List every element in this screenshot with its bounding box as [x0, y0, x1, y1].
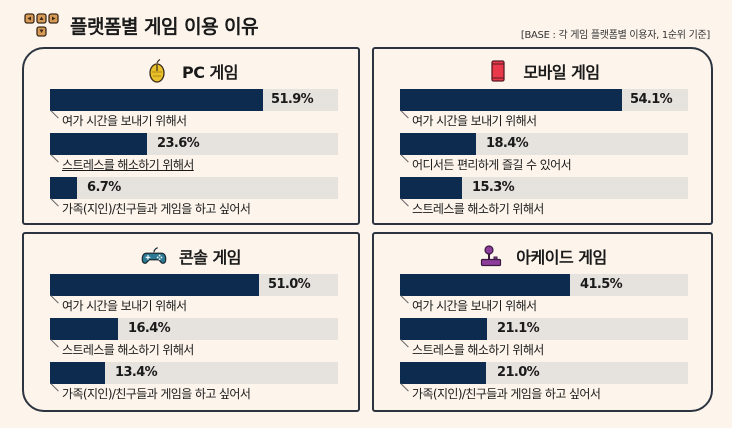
- bar-track: [400, 177, 688, 199]
- bar-row: 21.0% 가족(지인)/친구들과 게임을 하고 싶어서: [400, 362, 690, 406]
- bar-value: 6.7%: [87, 180, 121, 195]
- header: 플랫폼별 게임 이용 이유 [BASE : 각 게임 플랫폼별 이용자, 1순위…: [0, 0, 732, 44]
- bar-list: 41.5% 여가 시간을 보내기 위해서 21.1% 스트레스를 해소하기 위해…: [400, 274, 690, 406]
- panel-title: 콘솔 게임: [179, 248, 241, 267]
- bar-label: 스트레스를 해소하기 위해서: [412, 202, 544, 216]
- bar-value: 54.1%: [630, 92, 673, 107]
- leader-line: [50, 295, 59, 304]
- page-title: 플랫폼별 게임 이용 이유: [70, 16, 259, 38]
- leader-line: [50, 198, 59, 207]
- bar-label: 가족(지인)/친구들과 게임을 하고 싶어서: [62, 387, 251, 401]
- panel-title: 아케이드 게임: [516, 248, 607, 267]
- panel-header: 모바일 게임: [374, 57, 711, 85]
- leader-line: [400, 383, 409, 392]
- bar-fill: [400, 89, 622, 111]
- bar-row: 41.5% 여가 시간을 보내기 위해서: [400, 274, 690, 318]
- bar-row: 15.3% 스트레스를 해소하기 위해서: [400, 177, 690, 221]
- bar-list: 51.0% 여가 시간을 보내기 위해서 16.4% 스트레스를 해소하기 위해…: [50, 274, 340, 406]
- bar-label: 여가 시간을 보내기 위해서: [412, 114, 537, 128]
- bar-fill: [400, 133, 476, 155]
- leader-line: [400, 198, 409, 207]
- bar-label: 스트레스를 해소하기 위해서: [62, 343, 194, 357]
- mouse-icon: [144, 59, 170, 83]
- bar-label: 가족(지인)/친구들과 게임을 하고 싶어서: [412, 387, 601, 401]
- bar-label: 스트레스를 해소하기 위해서: [62, 158, 194, 172]
- bar-row: 51.0% 여가 시간을 보내기 위해서: [50, 274, 340, 318]
- bar-fill: [50, 318, 118, 340]
- bar-value: 23.6%: [157, 136, 200, 151]
- bar-value: 15.3%: [472, 180, 515, 195]
- bar-row: 18.4% 어디서든 편리하게 즐길 수 있어서: [400, 133, 690, 177]
- joystick-icon: [478, 244, 504, 268]
- bar-track: [50, 362, 338, 384]
- bar-fill: [50, 274, 259, 296]
- bar-row: 51.9% 여가 시간을 보내기 위해서: [50, 89, 340, 133]
- bar-row: 13.4% 가족(지인)/친구들과 게임을 하고 싶어서: [50, 362, 340, 406]
- panel-pc-game: PC 게임 51.9% 여가 시간을 보내기 위해서 23.6% 스트레스를 해…: [22, 47, 360, 225]
- panel-title: 모바일 게임: [523, 63, 600, 82]
- bar-value: 21.0%: [497, 365, 540, 380]
- bar-fill: [400, 362, 486, 384]
- panel-console-game: 콘솔 게임 51.0% 여가 시간을 보내기 위해서 16.4% 스트레스를 해…: [22, 232, 360, 412]
- bar-fill: [400, 177, 462, 199]
- bar-value: 13.4%: [115, 365, 158, 380]
- bar-value: 16.4%: [128, 321, 171, 336]
- bar-row: 16.4% 스트레스를 해소하기 위해서: [50, 318, 340, 362]
- panel-header: 콘솔 게임: [24, 242, 358, 270]
- bar-fill: [50, 362, 105, 384]
- bar-fill: [50, 133, 147, 155]
- gamepad-icon: [141, 244, 167, 268]
- panel-header: PC 게임: [24, 57, 358, 85]
- bar-value: 51.0%: [268, 277, 311, 292]
- bar-label: 스트레스를 해소하기 위해서: [412, 343, 544, 357]
- panel-title: PC 게임: [182, 63, 238, 82]
- bar-row: 6.7% 가족(지인)/친구들과 게임을 하고 싶어서: [50, 177, 340, 221]
- smartphone-icon: [485, 59, 511, 83]
- bar-label: 어디서든 편리하게 즐길 수 있어서: [412, 158, 572, 172]
- leader-line: [400, 110, 409, 119]
- bar-value: 18.4%: [486, 136, 529, 151]
- leader-line: [50, 339, 59, 348]
- panel-header: 아케이드 게임: [374, 242, 711, 270]
- leader-line: [50, 154, 59, 163]
- bar-value: 41.5%: [580, 277, 623, 292]
- bar-track: [50, 177, 338, 199]
- dpad-keys-icon: [24, 13, 59, 37]
- leader-line: [50, 110, 59, 119]
- leader-line: [400, 154, 409, 163]
- leader-line: [50, 383, 59, 392]
- bar-track: [50, 318, 338, 340]
- bar-label: 여가 시간을 보내기 위해서: [62, 114, 187, 128]
- panel-mobile-game: 모바일 게임 54.1% 여가 시간을 보내기 위해서 18.4% 어디서든 편…: [372, 47, 713, 225]
- leader-line: [400, 339, 409, 348]
- base-note: [BASE : 각 게임 플랫폼별 이용자, 1순위 기준]: [520, 30, 710, 41]
- bar-fill: [400, 318, 487, 340]
- bar-fill: [50, 89, 263, 111]
- bar-label: 여가 시간을 보내기 위해서: [412, 299, 537, 313]
- bar-row: 23.6% 스트레스를 해소하기 위해서: [50, 133, 340, 177]
- bar-label: 가족(지인)/친구들과 게임을 하고 싶어서: [62, 202, 251, 216]
- bar-value: 21.1%: [497, 321, 540, 336]
- bar-list: 54.1% 여가 시간을 보내기 위해서 18.4% 어디서든 편리하게 즐길 …: [400, 89, 690, 221]
- panel-arcade-game: 아케이드 게임 41.5% 여가 시간을 보내기 위해서 21.1% 스트레스를…: [372, 232, 713, 412]
- leader-line: [400, 295, 409, 304]
- bar-list: 51.9% 여가 시간을 보내기 위해서 23.6% 스트레스를 해소하기 위해…: [50, 89, 340, 221]
- bar-fill: [50, 177, 77, 199]
- bar-row: 54.1% 여가 시간을 보내기 위해서: [400, 89, 690, 133]
- bar-row: 21.1% 스트레스를 해소하기 위해서: [400, 318, 690, 362]
- bar-value: 51.9%: [271, 92, 314, 107]
- bar-label: 여가 시간을 보내기 위해서: [62, 299, 187, 313]
- bar-fill: [400, 274, 570, 296]
